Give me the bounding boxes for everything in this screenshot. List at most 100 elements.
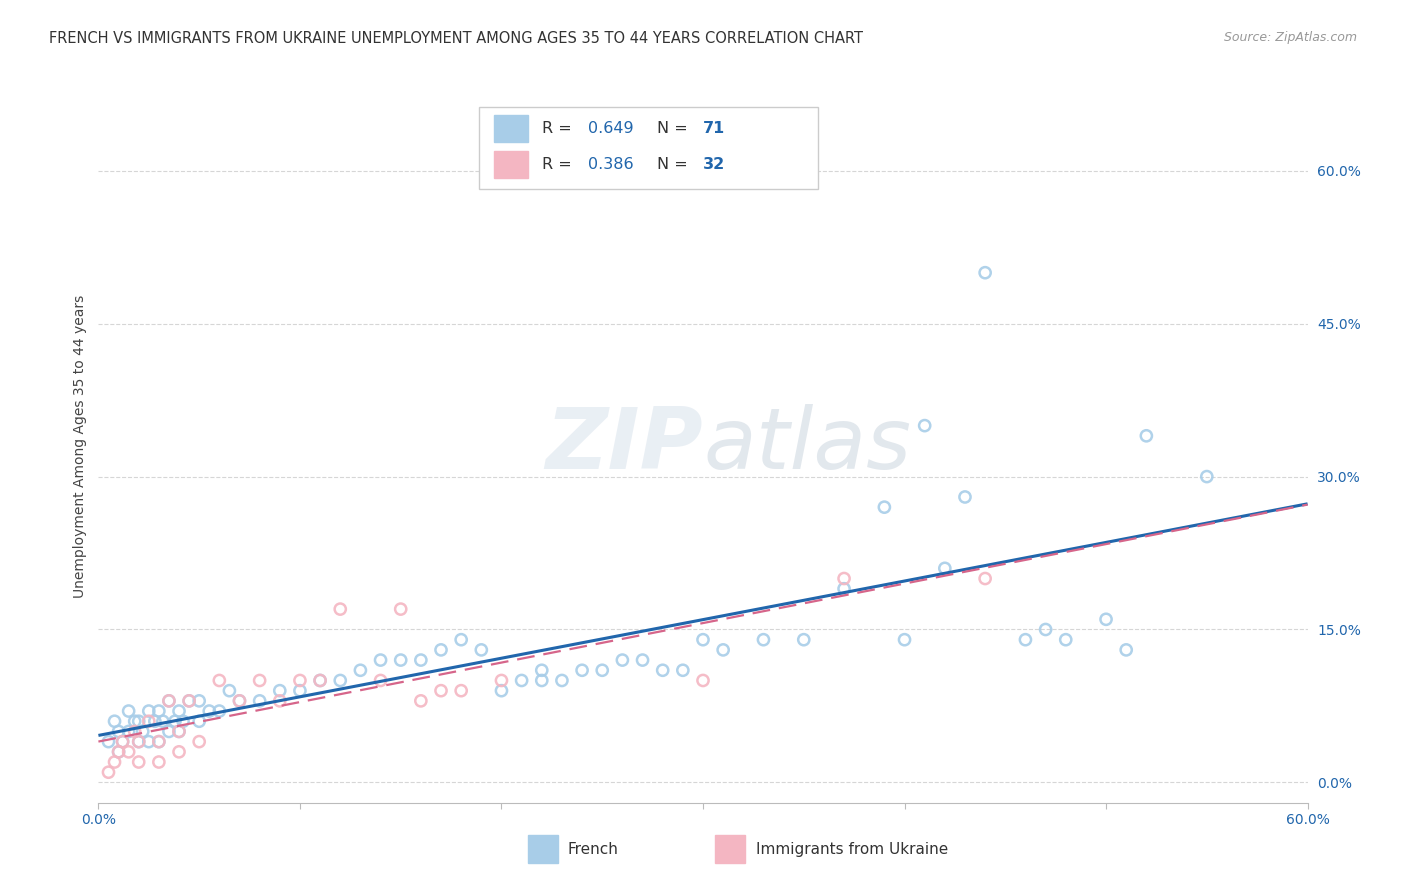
Point bbox=[914, 418, 936, 433]
Point bbox=[551, 673, 574, 688]
Point bbox=[132, 724, 155, 739]
Text: Source: ZipAtlas.com: Source: ZipAtlas.com bbox=[1223, 31, 1357, 45]
Point bbox=[157, 694, 180, 708]
Point bbox=[591, 663, 613, 677]
Point bbox=[143, 714, 166, 729]
Text: French: French bbox=[568, 842, 619, 856]
Point bbox=[832, 572, 855, 586]
Point bbox=[148, 755, 170, 769]
FancyBboxPatch shape bbox=[479, 107, 818, 189]
Point bbox=[228, 694, 250, 708]
Point bbox=[571, 663, 593, 677]
Point bbox=[148, 734, 170, 748]
Point bbox=[288, 673, 311, 688]
Point bbox=[934, 561, 956, 575]
Point bbox=[1014, 632, 1036, 647]
Point bbox=[389, 602, 412, 616]
Text: 32: 32 bbox=[703, 157, 725, 171]
Point bbox=[172, 714, 194, 729]
Text: 0.386: 0.386 bbox=[588, 157, 634, 171]
Point bbox=[118, 704, 141, 718]
Point bbox=[309, 673, 332, 688]
Text: ZIP: ZIP bbox=[546, 404, 703, 488]
Point bbox=[893, 632, 915, 647]
Point bbox=[470, 643, 492, 657]
Text: FRENCH VS IMMIGRANTS FROM UKRAINE UNEMPLOYMENT AMONG AGES 35 TO 44 YEARS CORRELA: FRENCH VS IMMIGRANTS FROM UKRAINE UNEMPL… bbox=[49, 31, 863, 46]
Point bbox=[103, 714, 125, 729]
Point bbox=[491, 683, 513, 698]
Bar bbox=[494, 151, 527, 178]
Point bbox=[711, 643, 734, 657]
Point bbox=[198, 704, 221, 718]
Point bbox=[228, 694, 250, 708]
Point bbox=[631, 653, 654, 667]
Point bbox=[1035, 623, 1057, 637]
Point bbox=[97, 734, 120, 748]
Point bbox=[430, 683, 453, 698]
Point bbox=[107, 724, 129, 739]
Point bbox=[1054, 632, 1077, 647]
Text: N =: N = bbox=[657, 157, 693, 171]
Point bbox=[208, 704, 231, 718]
Text: 71: 71 bbox=[703, 121, 725, 136]
Point bbox=[873, 500, 896, 515]
Point bbox=[288, 683, 311, 698]
Point bbox=[107, 745, 129, 759]
Point bbox=[103, 755, 125, 769]
Point bbox=[430, 643, 453, 657]
Point bbox=[370, 673, 392, 688]
Point bbox=[118, 745, 141, 759]
Point bbox=[188, 734, 211, 748]
Text: 0.649: 0.649 bbox=[588, 121, 634, 136]
Text: N =: N = bbox=[657, 121, 693, 136]
Point bbox=[148, 704, 170, 718]
Point bbox=[269, 694, 291, 708]
Point bbox=[249, 694, 271, 708]
Point bbox=[329, 673, 352, 688]
Point bbox=[128, 755, 150, 769]
Text: Immigrants from Ukraine: Immigrants from Ukraine bbox=[756, 842, 949, 856]
Point bbox=[208, 673, 231, 688]
Point bbox=[138, 734, 160, 748]
Point bbox=[167, 724, 190, 739]
Point bbox=[111, 734, 134, 748]
Point bbox=[148, 734, 170, 748]
Point bbox=[370, 653, 392, 667]
Point bbox=[450, 632, 472, 647]
Point bbox=[163, 714, 186, 729]
Point bbox=[157, 694, 180, 708]
Bar bbox=[527, 835, 558, 863]
Point bbox=[138, 714, 160, 729]
Text: atlas: atlas bbox=[703, 404, 911, 488]
Point bbox=[672, 663, 695, 677]
Point bbox=[269, 683, 291, 698]
Point bbox=[389, 653, 412, 667]
Point bbox=[612, 653, 634, 667]
Point bbox=[179, 694, 201, 708]
Y-axis label: Unemployment Among Ages 35 to 44 years: Unemployment Among Ages 35 to 44 years bbox=[73, 294, 87, 598]
Point bbox=[167, 704, 190, 718]
Point bbox=[349, 663, 371, 677]
Point bbox=[1115, 643, 1137, 657]
Point bbox=[188, 694, 211, 708]
Point bbox=[167, 745, 190, 759]
Point bbox=[953, 490, 976, 504]
Point bbox=[510, 673, 533, 688]
Point bbox=[309, 673, 332, 688]
Point bbox=[530, 673, 553, 688]
Point bbox=[530, 663, 553, 677]
Point bbox=[409, 694, 432, 708]
Bar bbox=[716, 835, 745, 863]
Point bbox=[218, 683, 240, 698]
Point bbox=[491, 673, 513, 688]
Point bbox=[152, 714, 174, 729]
Point bbox=[107, 745, 129, 759]
Point bbox=[409, 653, 432, 667]
Text: R =: R = bbox=[543, 157, 576, 171]
Point bbox=[179, 694, 201, 708]
Point bbox=[692, 632, 714, 647]
Point bbox=[97, 765, 120, 780]
Point bbox=[1195, 469, 1218, 483]
Point bbox=[692, 673, 714, 688]
Point bbox=[128, 714, 150, 729]
